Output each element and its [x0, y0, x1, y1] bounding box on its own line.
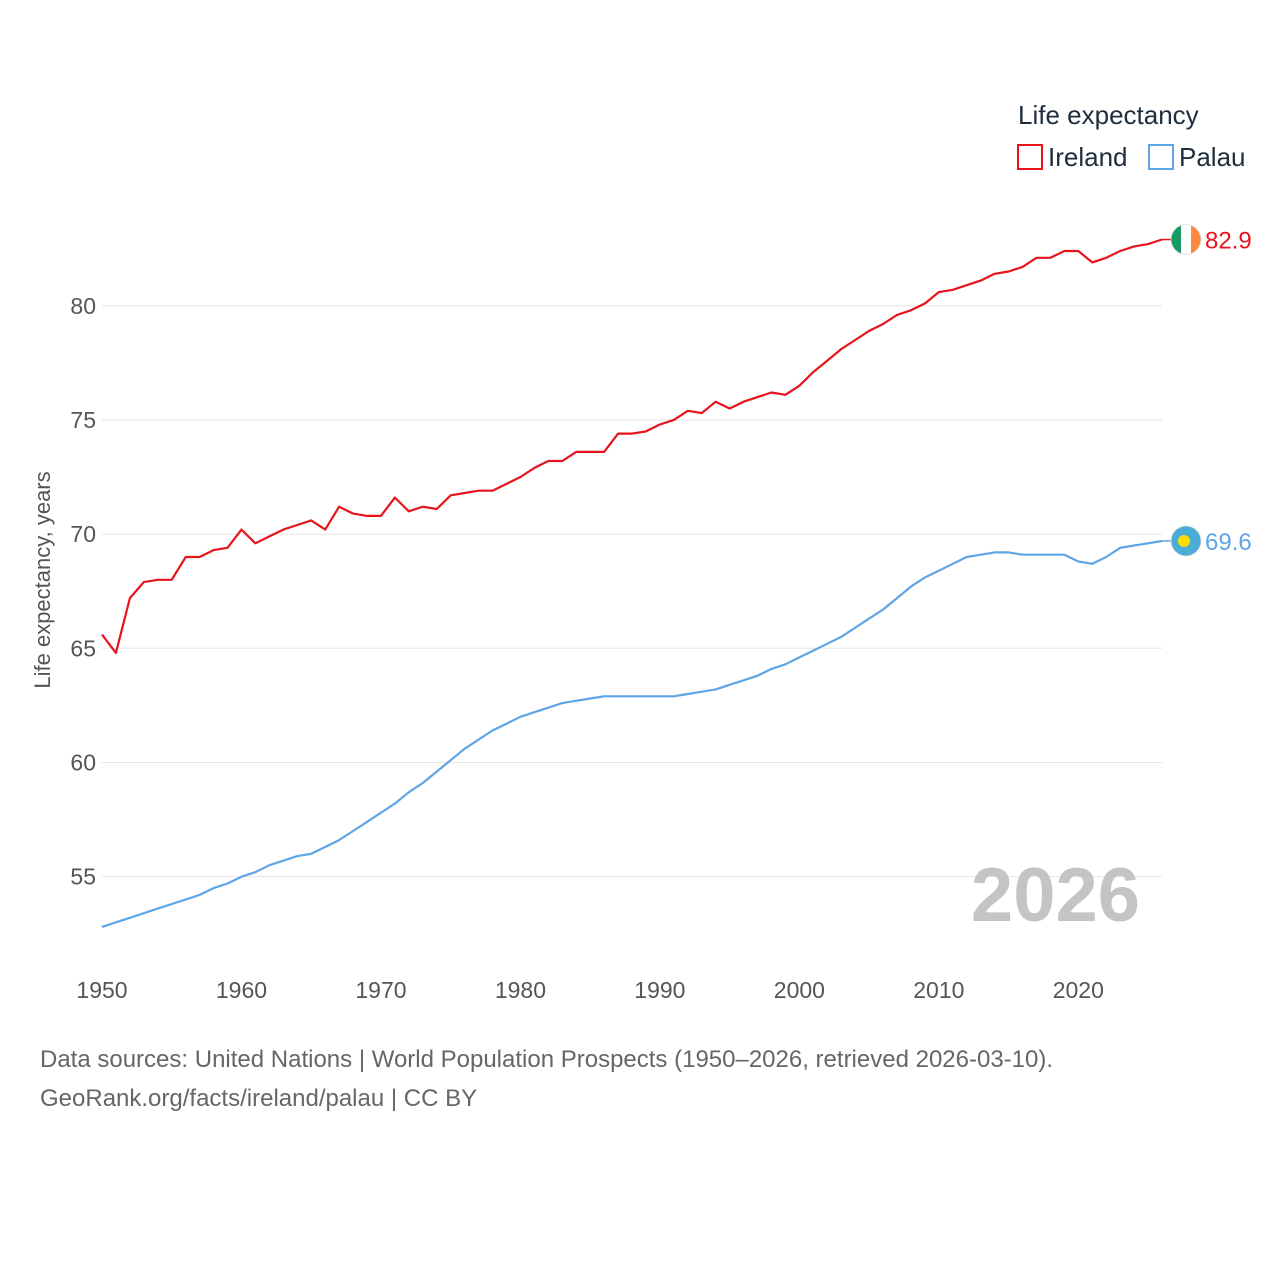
- end-value-ireland: 82.9: [1205, 228, 1252, 255]
- y-tick-label: 60: [70, 749, 96, 775]
- life-expectancy-chart: 55 60 65 70 75 80 1950 1960 1970 1980 1990 2000 201…: [30, 100, 1252, 1003]
- credit-line: GeoRank.org/facts/ireland/palau | CC BY: [40, 1085, 478, 1112]
- legend-label-palau[interactable]: Palau: [1179, 142, 1246, 172]
- x-tick-label: 1980: [495, 977, 546, 1003]
- legend: Life expectancy Ireland Palau: [1017, 100, 1246, 172]
- legend-swatch-ireland[interactable]: [1017, 144, 1043, 170]
- current-year-watermark: 2026: [971, 853, 1140, 938]
- y-tick-label: 65: [70, 635, 96, 661]
- series-line-ireland[interactable]: [101, 238, 1163, 655]
- x-tick-label: 2000: [774, 977, 825, 1003]
- grid-lines: [102, 305, 1162, 878]
- y-tick-label: 70: [70, 521, 96, 547]
- x-tick-label: 1960: [216, 977, 267, 1003]
- y-tick-label: 80: [70, 293, 96, 319]
- palau-flag-icon: [1170, 525, 1202, 557]
- source-line: Data sources: United Nations | World Pop…: [40, 1046, 1054, 1073]
- x-tick-label: 1990: [634, 977, 685, 1003]
- legend-title: Life expectancy: [1018, 100, 1199, 130]
- y-tick-label: 55: [70, 864, 96, 890]
- legend-label-ireland[interactable]: Ireland: [1048, 142, 1128, 172]
- y-axis-ticks: 55 60 65 70 75 80: [70, 293, 96, 890]
- y-axis-label: Life expectancy, years: [30, 471, 55, 688]
- x-tick-label: 1970: [355, 977, 406, 1003]
- series-lines: [101, 238, 1163, 928]
- x-tick-label: 1950: [76, 977, 127, 1003]
- x-tick-label: 2020: [1053, 977, 1104, 1003]
- legend-swatch-palau[interactable]: [1148, 144, 1174, 170]
- ireland-flag-icon: [1170, 224, 1202, 255]
- series-end-markers: 82.9 69.6: [1162, 224, 1252, 557]
- source-footer: Data sources: United Nations | World Pop…: [40, 1040, 1053, 1118]
- end-value-palau: 69.6: [1205, 529, 1252, 556]
- x-tick-label: 2010: [913, 977, 964, 1003]
- x-axis-ticks: 1950 1960 1970 1980 1990 2000 2010 2020: [76, 977, 1103, 1003]
- series-line-palau[interactable]: [101, 539, 1163, 928]
- y-tick-label: 75: [70, 407, 96, 433]
